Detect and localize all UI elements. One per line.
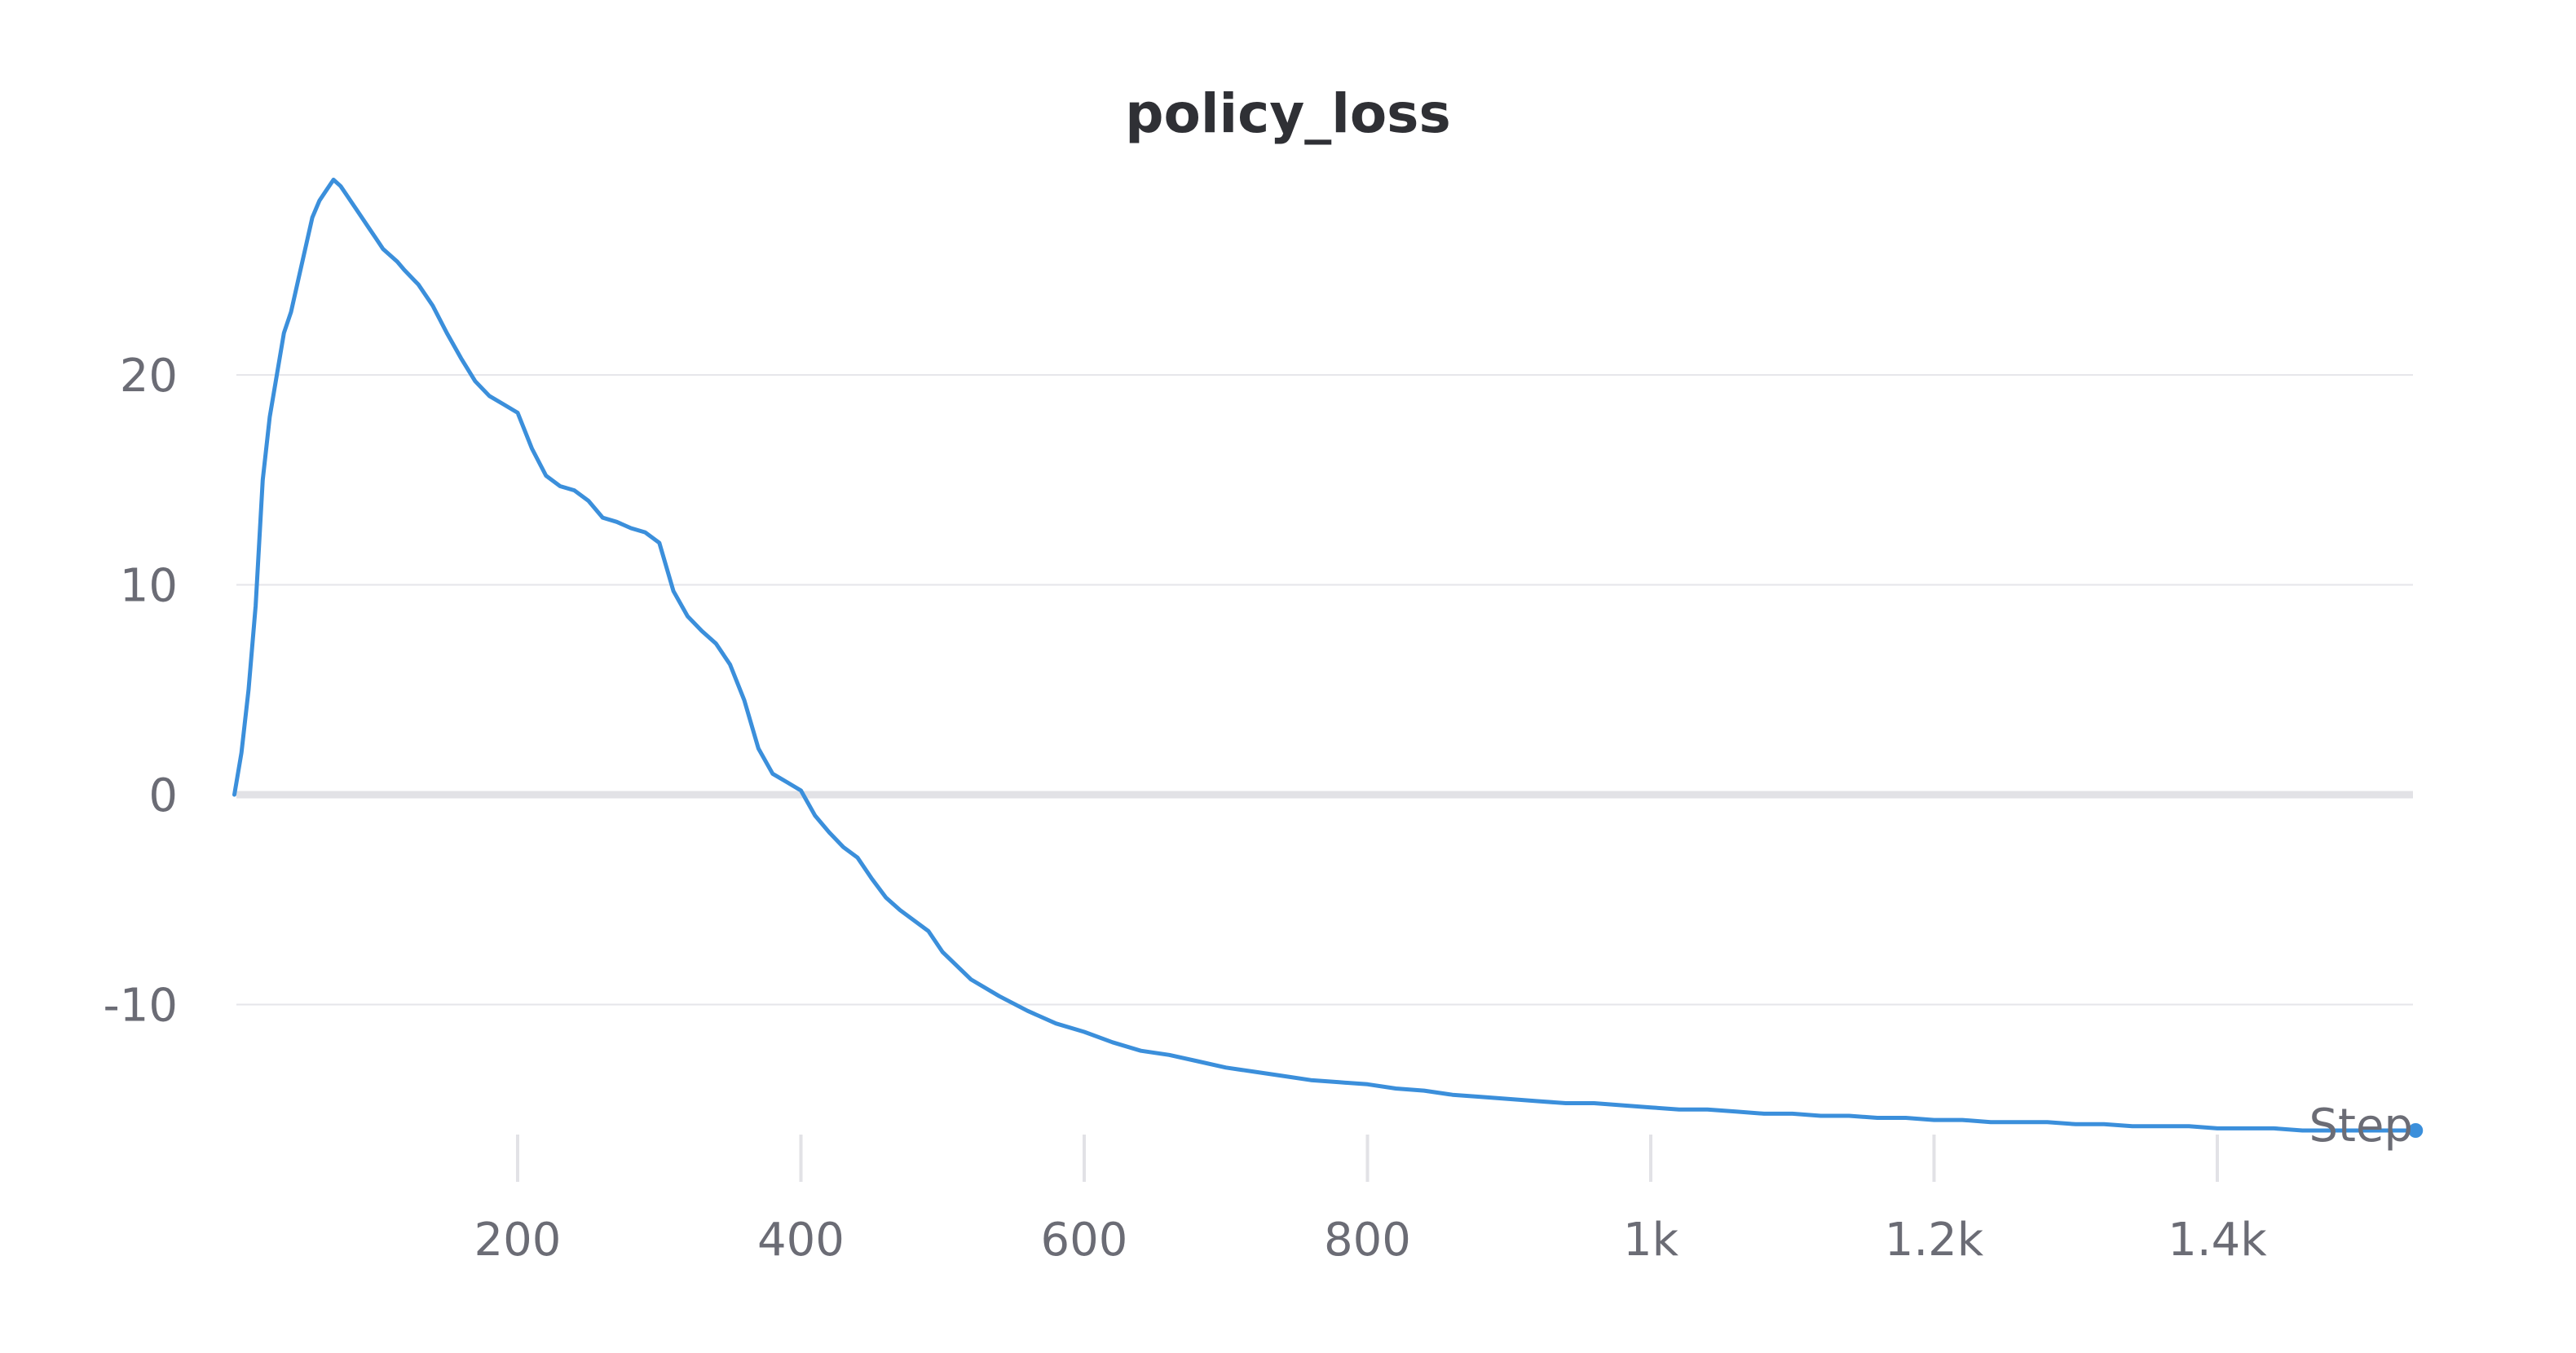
series-line <box>232 178 2418 1133</box>
x-tick-label: 400 <box>757 1214 845 1267</box>
y-tick-label: 10 <box>120 560 178 613</box>
grid-layer <box>236 374 2413 1006</box>
y-tick-label: 20 <box>120 350 178 403</box>
x-tick-label: 1.4k <box>2168 1214 2267 1267</box>
y-tick-label: -10 <box>104 980 178 1033</box>
x-tick-layer <box>516 1135 2219 1182</box>
x-tick-label: 200 <box>474 1214 562 1267</box>
x-tick-label: 1.2k <box>1885 1214 1984 1267</box>
x-tick-label: 800 <box>1324 1214 1411 1267</box>
x-axis-label: Step <box>2309 1100 2413 1152</box>
chart-title: policy_loss <box>1125 82 1451 145</box>
y-tick-label: 0 <box>148 769 178 822</box>
x-tick-label: 1k <box>1623 1214 1679 1267</box>
label-layer: -10 0 10 20 200 400 600 800 1k 1.2k 1.4k <box>104 350 2268 1267</box>
series-end-point <box>2408 1123 2424 1138</box>
series-layer <box>232 178 2424 1138</box>
x-tick-label: 600 <box>1041 1214 1128 1267</box>
